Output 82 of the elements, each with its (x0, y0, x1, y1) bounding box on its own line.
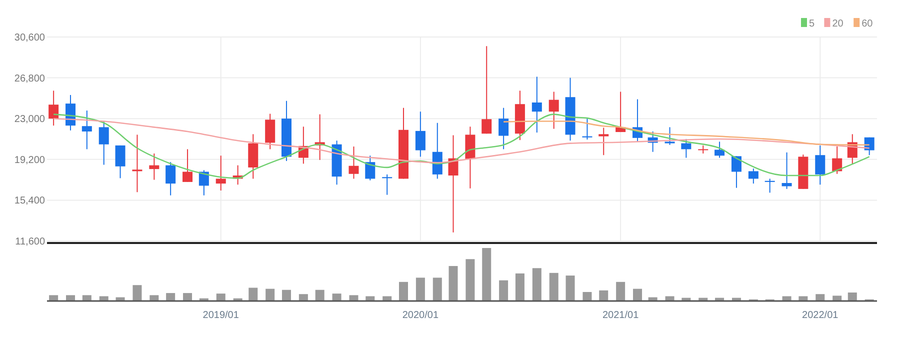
x-tick-label: 2019/01 (202, 310, 240, 321)
y-tick-label: 15,400 (14, 196, 46, 207)
candlestick (681, 138, 692, 158)
bar (782, 296, 792, 301)
bar (266, 288, 275, 301)
candlestick (748, 168, 758, 184)
bar (499, 280, 508, 301)
bar (482, 248, 492, 301)
bar (183, 293, 192, 301)
candlestick (731, 156, 742, 188)
candlestick (498, 107, 509, 150)
bar (466, 259, 475, 301)
bar (150, 295, 159, 301)
y-tick-label: 19,200 (14, 154, 46, 166)
candlestick (98, 120, 109, 166)
y-tick-label: 30,600 (14, 32, 46, 44)
candlestick (198, 170, 209, 196)
bar (282, 290, 291, 301)
y-tick-label: 11,600 (15, 236, 46, 248)
bar (832, 296, 842, 301)
bar (798, 296, 808, 301)
bar (82, 295, 92, 301)
bar (166, 293, 176, 301)
candlestick (415, 111, 426, 158)
candlestick (115, 144, 126, 179)
candlestick (598, 127, 609, 156)
bar (616, 282, 626, 301)
candlestick (782, 152, 792, 190)
bar (816, 294, 825, 301)
bar (582, 292, 592, 301)
candlestick (48, 90, 59, 126)
legend-label: 60 (862, 18, 874, 30)
bar (848, 292, 857, 301)
bar (298, 294, 308, 301)
bar (416, 278, 425, 301)
bar (332, 294, 342, 301)
bar (665, 296, 674, 301)
legend-label: 20 (832, 18, 844, 30)
candlestick (348, 146, 359, 180)
y-tick-label: 23,000 (14, 114, 46, 126)
candlestick (432, 122, 442, 180)
candlestick (664, 126, 675, 146)
x-tick-label: 2021/01 (602, 310, 640, 321)
bar (432, 278, 442, 301)
bar (382, 296, 392, 301)
bar (549, 272, 558, 301)
candlestick (149, 152, 160, 180)
x-tick-label: 2020/01 (402, 310, 439, 321)
candlestick (265, 113, 276, 150)
candlestick (532, 76, 542, 134)
bar (315, 290, 324, 301)
bar (216, 294, 226, 301)
candlestick (182, 148, 193, 182)
bar (366, 296, 375, 301)
bar (248, 288, 258, 301)
bar (566, 276, 575, 301)
candlestick (382, 174, 392, 196)
bar (349, 295, 358, 301)
candlestick (764, 178, 775, 194)
bar (66, 295, 76, 301)
bar (515, 273, 524, 301)
candlestick (548, 91, 559, 130)
candlestick (365, 155, 376, 181)
bar (532, 268, 542, 301)
bar (132, 285, 142, 301)
bar (49, 295, 58, 301)
candlestick (482, 46, 492, 134)
bar (448, 266, 458, 301)
bar (398, 282, 408, 301)
bar (633, 288, 642, 301)
candlestick (582, 118, 592, 140)
x-tick-label: 2022/01 (802, 310, 839, 321)
candlestick (216, 155, 226, 192)
bar (599, 290, 608, 301)
y-tick-label: 26,800 (14, 73, 46, 84)
bar (99, 296, 108, 301)
candlestick (166, 162, 176, 196)
candlestick (815, 144, 826, 186)
candlestick (132, 134, 142, 193)
legend-label: 5 (809, 18, 815, 30)
candlestick (82, 110, 92, 150)
candlestick (714, 141, 725, 158)
